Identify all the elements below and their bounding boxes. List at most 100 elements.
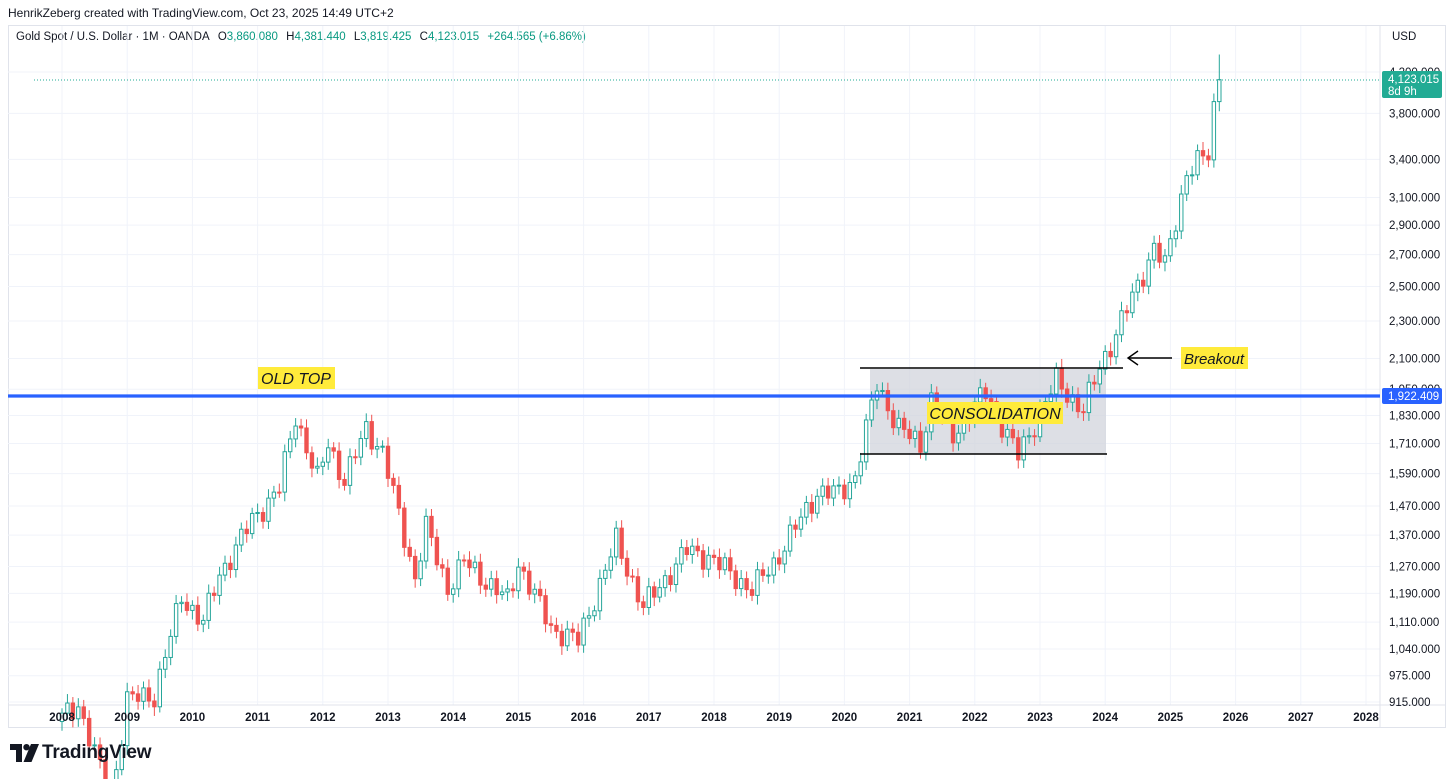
candle [320, 456, 326, 476]
price-tick-label: 2,300.000 [1389, 316, 1440, 328]
candle-body [679, 547, 684, 565]
candle [907, 420, 912, 445]
candle [86, 710, 92, 755]
candle [798, 508, 804, 537]
candle-body [717, 556, 722, 571]
candle [516, 558, 521, 599]
candle-body [489, 578, 494, 590]
price-tick-label: 3,400.000 [1389, 154, 1440, 166]
candle [804, 495, 809, 525]
candle-body [744, 578, 749, 591]
candle [249, 507, 255, 539]
candle [1103, 345, 1108, 375]
candle [820, 478, 825, 506]
candle-body [244, 528, 249, 535]
candle-body [733, 570, 738, 590]
candle-body [461, 559, 467, 562]
price-tick-label: 1,830.000 [1389, 410, 1440, 422]
candle [901, 411, 907, 439]
breakout-annotation[interactable]: Breakout [1126, 347, 1248, 369]
candle [1119, 301, 1124, 343]
time-tick-label: 2020 [832, 712, 858, 724]
tradingview-brand[interactable]: TradingView [10, 742, 152, 764]
candle [586, 606, 592, 627]
price-tick-label: 2,100.000 [1389, 354, 1440, 366]
candle [1146, 252, 1151, 295]
time-tick-label: 2016 [571, 712, 597, 724]
candle-body [918, 430, 923, 453]
current-price-tag-bg [1382, 71, 1442, 98]
candle [755, 561, 760, 605]
candle-body [646, 586, 651, 608]
candle [738, 569, 744, 597]
old-top-label[interactable]: OLD TOP [258, 367, 335, 389]
candle [521, 562, 527, 580]
candle [184, 593, 190, 616]
candle [1092, 375, 1097, 391]
candle [440, 558, 445, 578]
currency-selector[interactable]: USD [1392, 31, 1417, 43]
candle [412, 549, 418, 588]
candle-body [630, 575, 635, 578]
candle-body [222, 562, 228, 576]
candle-body [309, 452, 315, 469]
chart-credit: HenrikZeberg created with TradingView.co… [8, 6, 394, 20]
candle [842, 479, 847, 505]
breakout-label-bg [1181, 347, 1248, 369]
candle-body [353, 456, 358, 459]
candle-body [1119, 310, 1124, 336]
candle [891, 403, 896, 436]
candle [630, 568, 635, 583]
time-axis-ticks[interactable]: 2008 2009 2010 2011 2012 2013 2014 2015 2016 2017… [49, 712, 1379, 724]
candle-body [815, 495, 820, 514]
candle [728, 548, 733, 580]
candle [537, 580, 543, 602]
candle [478, 553, 483, 594]
candle-body [92, 744, 97, 747]
candle-body [793, 524, 798, 530]
candle [505, 580, 510, 602]
candle-body [684, 547, 690, 555]
candle [1179, 185, 1184, 240]
candle-body [863, 419, 869, 463]
candle [130, 686, 135, 701]
candle-body [690, 545, 695, 555]
candle [1162, 248, 1168, 272]
candle-body [766, 574, 771, 577]
tradingview-wordmark: TradingView [42, 742, 152, 763]
candle-body [641, 601, 646, 608]
candle-body [358, 438, 364, 458]
open-value: 3,860.080 [226, 31, 278, 43]
candle-body [527, 570, 532, 595]
symbol-title[interactable]: Gold Spot / U.S. Dollar · 1M · OANDA [16, 31, 210, 43]
candle [70, 697, 76, 728]
candle [407, 538, 412, 562]
candle [853, 470, 858, 489]
candle [581, 612, 586, 653]
candle-body [668, 575, 673, 586]
candle-body [510, 588, 516, 592]
current-price-tag: 4,123.015 8d 9h [1382, 71, 1442, 98]
candle [603, 563, 608, 585]
candle [434, 528, 440, 571]
candle [787, 516, 793, 557]
candle-body [570, 628, 575, 633]
candle-body [451, 588, 456, 595]
candle [135, 684, 141, 710]
consolidation-label[interactable]: CONSOLIDATION [927, 402, 1063, 424]
candle-body [472, 561, 478, 569]
candle-body [255, 512, 260, 515]
candle [657, 578, 662, 603]
candle-body [1130, 291, 1135, 314]
candle [298, 418, 304, 437]
candle-body [385, 445, 391, 479]
candle [1021, 429, 1026, 468]
candle [771, 551, 776, 584]
candle-body [804, 501, 809, 518]
price-tick-label: 2,500.000 [1389, 281, 1440, 293]
candle-body [418, 560, 423, 580]
level-price-tag-bg [1382, 388, 1442, 404]
candle [744, 571, 749, 599]
candle-body [836, 484, 842, 487]
